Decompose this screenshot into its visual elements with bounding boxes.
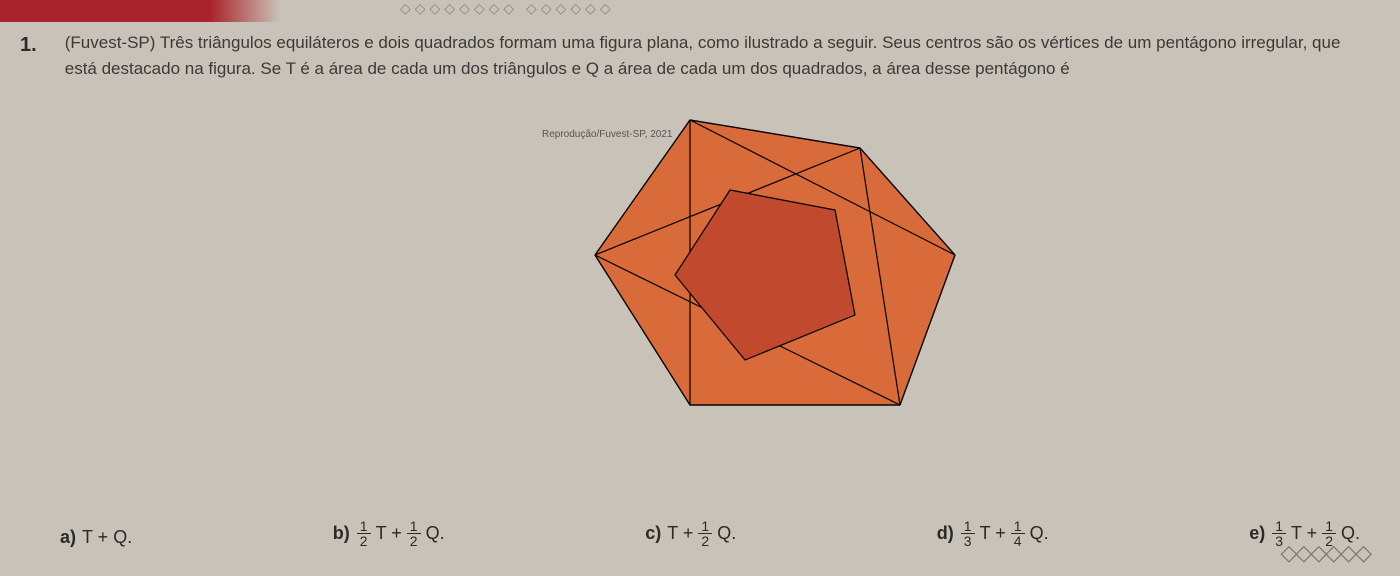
fraction: 12 [357,519,371,548]
answer-row: a) T + Q. b) 12 T + 12 Q. c) T + 12 Q. d… [60,519,1360,548]
answer-a-label: a) [60,527,76,548]
answer-d: d) 13 T + 14 Q. [937,519,1049,548]
bottom-decoration: ◇◇◇◇◇◇ [1280,540,1370,566]
answer-b-label: b) [333,523,350,544]
answer-c-label: c) [645,523,661,544]
question-block: 1. (Fuvest-SP) Três triângulos equiláter… [20,30,1380,83]
fraction: 14 [1011,519,1025,548]
question-body: Três triângulos equiláteros e dois quadr… [65,33,1341,78]
geometry-svg [560,100,980,440]
answer-e-label: e) [1249,523,1265,544]
figure-credit: Reprodução/Fuvest-SP, 2021 [542,129,672,140]
figure: Reprodução/Fuvest-SP, 2021 [560,100,980,440]
answer-c: c) T + 12 Q. [645,519,736,548]
top-decoration: ◇◇◇◇◇◇◇◇ ◇◇◇◇◇◇ [400,0,615,17]
fraction: 13 [961,519,975,548]
answer-d-label: d) [937,523,954,544]
question-text: (Fuvest-SP) Três triângulos equiláteros … [65,30,1375,83]
fraction: 12 [698,519,712,548]
fraction: 12 [407,519,421,548]
question-number: 1. [20,30,60,61]
answer-a-text: T + Q. [82,527,132,548]
header-strip [0,0,1400,22]
answer-a: a) T + Q. [60,527,132,548]
answer-b: b) 12 T + 12 Q. [333,519,445,548]
question-source: (Fuvest-SP) [65,33,156,52]
